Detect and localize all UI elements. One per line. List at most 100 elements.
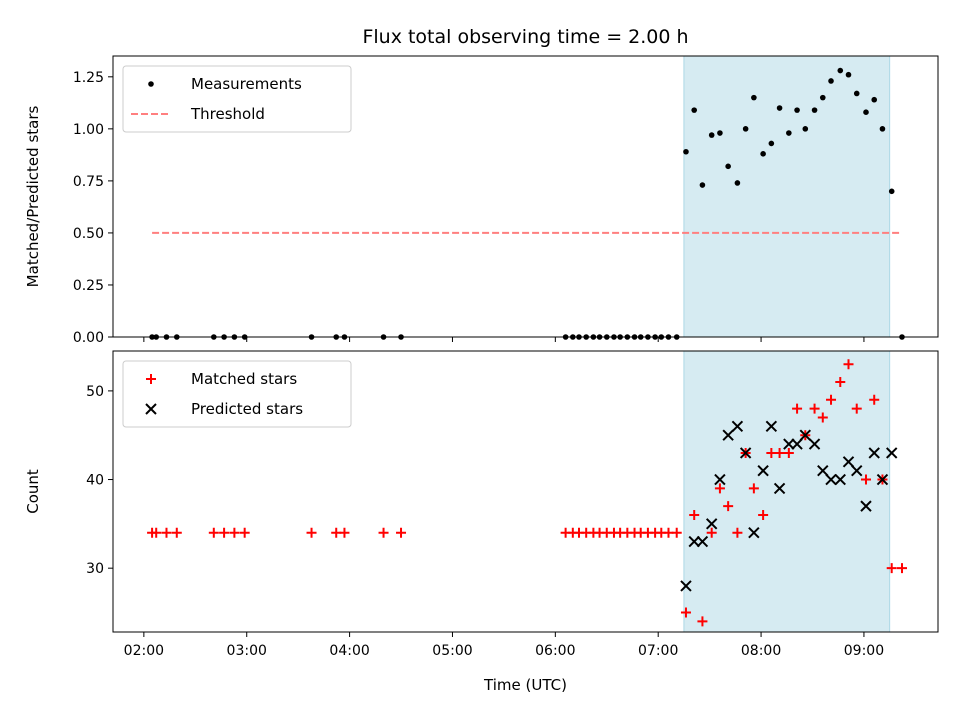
legend-marker [148, 81, 154, 87]
legend-item: Threshold [131, 105, 265, 123]
data-point [842, 456, 855, 468]
data-point [825, 473, 837, 486]
data-point [378, 527, 389, 538]
data-point [725, 163, 731, 170]
data-point [871, 96, 878, 103]
data-point [671, 527, 682, 538]
data-point [697, 616, 708, 627]
data-point [757, 464, 769, 477]
data-point [774, 447, 785, 458]
data-point [869, 394, 880, 405]
x-tick-label: 09:00 [844, 643, 884, 659]
data-point [680, 607, 691, 618]
data-point [876, 473, 889, 486]
panel-1: 0.00 0.25 0.50 0.75 1.00 1.25 Matched/Predicte… [24, 26, 939, 346]
data-point [731, 420, 744, 433]
data-point [732, 527, 743, 538]
plot-area [149, 67, 905, 340]
data-point [863, 109, 869, 115]
legend: Measurements Threshold [122, 65, 352, 133]
y-tick-label: 40 [86, 473, 104, 489]
legend-box [122, 65, 352, 133]
data-point [808, 438, 821, 450]
data-point [851, 464, 863, 477]
chart-title: Flux total observing time = 2.00 h [362, 26, 688, 48]
legend-label: Matched stars [191, 370, 297, 388]
y-tick-label: 30 [86, 561, 104, 577]
series-predicted-stars [680, 420, 898, 592]
data-point [768, 140, 775, 147]
data-point [219, 527, 230, 538]
data-point [851, 403, 862, 414]
data-point [683, 148, 689, 155]
data-point [748, 527, 760, 539]
data-point [828, 78, 834, 84]
y-tick-label: 0.25 [73, 278, 104, 294]
legend-marker [146, 374, 156, 384]
data-point [742, 126, 749, 132]
x-tick-label: 03:00 [227, 643, 267, 659]
legend-label: Measurements [191, 75, 302, 93]
y-tick-label: 0.75 [73, 174, 104, 190]
data-point [739, 447, 752, 459]
data-point [819, 94, 826, 101]
data-point [208, 527, 219, 538]
y-axis: 30 40 50 [86, 384, 113, 577]
data-point [853, 90, 860, 97]
data-point [689, 509, 700, 520]
data-point [151, 527, 162, 538]
legend-box [122, 360, 352, 428]
y-axis-label: Matched/Predicted stars [24, 106, 42, 288]
data-point [817, 464, 829, 477]
data-point [845, 71, 852, 78]
legend-label: Predicted stars [191, 400, 303, 418]
data-point [834, 473, 846, 486]
panel-2: 02:00 03:00 04:00 05:00 06:00 07:00 08:00 09:00… [24, 350, 939, 694]
data-point [723, 501, 734, 512]
data-point [396, 527, 407, 538]
data-point [229, 527, 240, 538]
plot-area [147, 359, 907, 627]
legend-label: Threshold [190, 105, 265, 123]
data-point [773, 482, 786, 495]
data-point [809, 403, 820, 414]
axes-frame [112, 350, 939, 633]
data-point [826, 394, 837, 405]
data-point [708, 132, 715, 138]
y-axis-label: Count [24, 469, 42, 514]
data-point [706, 527, 717, 538]
data-point [886, 563, 897, 574]
data-point [792, 403, 803, 414]
data-point [783, 438, 795, 450]
data-point [714, 483, 725, 494]
series-matched-stars [147, 359, 907, 627]
y-tick-label: 50 [86, 384, 104, 400]
data-point [843, 359, 854, 370]
data-point [758, 509, 769, 520]
data-point [680, 580, 692, 592]
data-point [239, 527, 250, 538]
data-point [765, 420, 778, 433]
data-point [696, 535, 709, 548]
x-axis: 02:00 03:00 04:00 05:00 06:00 07:00 08:00 09:00 [124, 632, 884, 659]
data-point [691, 107, 698, 113]
legend-marker [145, 403, 157, 415]
data-point [888, 188, 895, 195]
data-point [794, 107, 800, 113]
x-tick-label: 06:00 [535, 643, 575, 659]
data-point [717, 130, 723, 136]
data-point [722, 429, 734, 441]
data-point [776, 105, 783, 111]
data-point [339, 527, 350, 538]
data-point [306, 527, 317, 538]
y-tick-label: 1.25 [73, 70, 104, 86]
legend-item: Measurements [148, 75, 302, 93]
x-tick-label: 08:00 [741, 643, 781, 659]
data-point [879, 126, 886, 132]
x-tick-label: 02:00 [124, 643, 164, 659]
data-point [688, 535, 700, 548]
axes-frame [112, 55, 939, 338]
data-point [799, 429, 812, 441]
data-point [791, 438, 803, 450]
